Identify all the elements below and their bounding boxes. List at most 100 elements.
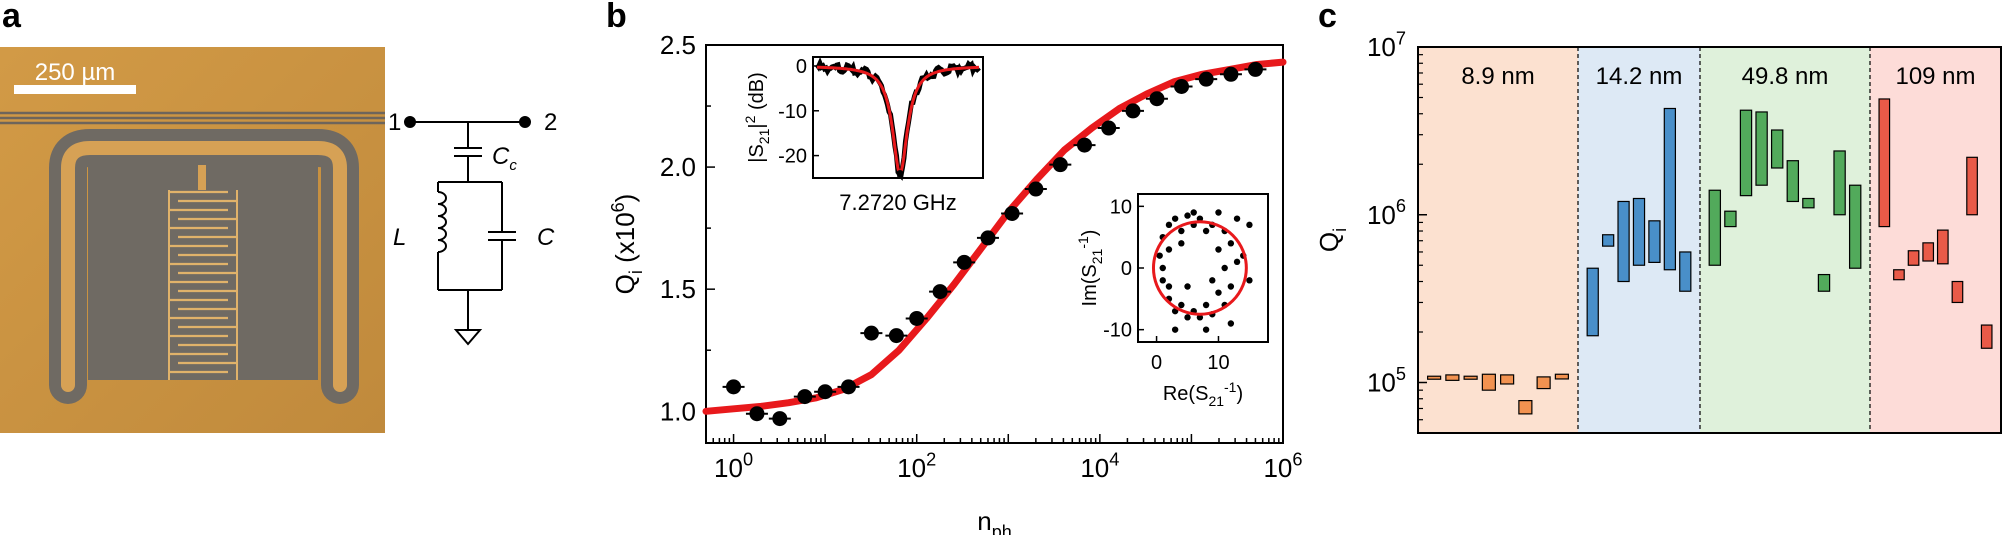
data-point <box>863 325 879 341</box>
data-point <box>980 230 996 246</box>
range-bar <box>1679 251 1692 292</box>
range-bar <box>1554 373 1569 380</box>
range-bar <box>1708 189 1722 266</box>
interdigitated-capacitor <box>168 190 238 380</box>
qi-by-thickness-plot: 8.9 nm 14.2 nm 49.8 nm 109 nm 105 106 107 Qi <box>1314 28 2002 434</box>
y-axis-label: Qi (x106) <box>608 194 646 295</box>
y-tick-label: -10 <box>778 101 807 123</box>
group-label: 14.2 nm <box>1596 63 1683 90</box>
range-bar <box>1907 250 1920 266</box>
range-bar <box>1648 220 1661 263</box>
inset-data-point <box>1184 212 1191 219</box>
inset-data-point <box>1178 240 1185 247</box>
y-tick-label: 105 <box>1367 364 1406 398</box>
inset-s21-plot: 0 -10 -20 7.2720 GHz |S21|2 (dB) <box>742 56 984 215</box>
y-axis-label: Im(S21-1) <box>1075 230 1105 307</box>
range-bar <box>1500 374 1515 385</box>
inset-data-point <box>1227 320 1235 327</box>
range-bar <box>1724 210 1737 228</box>
inset-data-point <box>1202 301 1210 309</box>
inset-data-point <box>1215 209 1222 216</box>
inset-data-point <box>1233 215 1241 222</box>
data-point <box>841 379 857 395</box>
circuit-schematic <box>404 116 531 346</box>
inset-circle-plot: 0 10 10 0 -10 Re(S21-1) Im(S21-1) <box>1075 193 1269 409</box>
range-bar <box>1922 242 1935 262</box>
range-bar <box>1833 150 1846 216</box>
inset-dip-point <box>896 170 904 178</box>
y-tick-label: 1.0 <box>660 396 696 426</box>
x-tick-label: 106 <box>1263 449 1302 483</box>
data-point <box>749 406 765 422</box>
micrograph: 250 µm <box>0 47 385 433</box>
range-bar <box>1586 267 1599 337</box>
y-tick-label: 1.5 <box>660 274 696 304</box>
data-point <box>817 384 833 400</box>
inset-data-point <box>1178 227 1185 235</box>
panel-b-label: b <box>606 0 627 35</box>
inset-data-point <box>1156 252 1163 259</box>
data-point <box>1247 61 1263 77</box>
inset-data-point <box>1196 215 1204 222</box>
data-point <box>1149 91 1165 107</box>
data-point <box>1223 66 1239 82</box>
y-tick-label: 107 <box>1367 28 1406 62</box>
inset-data-point <box>1184 283 1191 290</box>
x-tick-label: 102 <box>897 449 936 483</box>
group-label: 49.8 nm <box>1742 63 1829 90</box>
range-bar <box>1601 234 1615 247</box>
range-bar <box>1536 376 1551 390</box>
fit-circle <box>1151 220 1248 316</box>
node-2-label: 2 <box>544 109 557 136</box>
inset-data-point <box>1171 215 1179 222</box>
y-tick-label: -10 <box>1103 320 1132 342</box>
range-bar <box>1980 324 1993 349</box>
inset-data-point <box>1190 209 1197 216</box>
inset-data-point <box>1196 314 1204 321</box>
inset-data-point <box>1159 277 1166 284</box>
inset-fit-trace <box>816 65 980 176</box>
x-tick-label: 100 <box>714 449 753 483</box>
range-bar <box>1848 184 1862 269</box>
inset-data-point <box>1227 240 1235 247</box>
y-axis-label: Qi <box>1314 228 1350 252</box>
y-tick-label: 10 <box>1110 196 1132 218</box>
inset-data-point <box>1215 246 1222 253</box>
data-point <box>772 411 788 427</box>
range-bar <box>1893 269 1905 281</box>
data-point <box>797 389 813 405</box>
range-bar <box>1817 273 1831 292</box>
y-tick-label: -20 <box>778 146 807 168</box>
data-point <box>1028 181 1044 197</box>
range-bar <box>1481 373 1496 391</box>
data-point <box>1004 205 1020 221</box>
inset-data-point <box>1159 264 1166 272</box>
range-bar <box>1617 200 1630 283</box>
data-point <box>932 284 948 300</box>
inset-data-point <box>1184 314 1191 321</box>
plot-frame <box>1417 46 2002 434</box>
range-bar <box>1966 156 1978 216</box>
inset-data-point <box>1202 326 1210 333</box>
x-tick-label: 104 <box>1080 449 1119 483</box>
data-point <box>956 254 972 270</box>
data-point <box>1174 79 1190 95</box>
range-bar <box>1770 129 1784 169</box>
panel-a-figure: 250 µm 1 2 Cc L C <box>0 47 557 433</box>
coupling-cap-label: Cc <box>492 143 517 174</box>
group-label: 109 nm <box>1895 63 1975 90</box>
x-axis-label: nph <box>977 506 1012 535</box>
panel-c-label: c <box>1318 0 1337 35</box>
data-point <box>888 328 904 344</box>
y-tick-label: 2.5 <box>660 30 696 60</box>
group-label: 8.9 nm <box>1461 63 1534 90</box>
node-1-label: 1 <box>388 109 401 136</box>
group-background <box>1870 47 2001 433</box>
inset-data-point <box>1246 277 1253 284</box>
range-bar <box>1936 229 1949 265</box>
capacitor-label: C <box>537 224 555 251</box>
inset-data-point <box>1165 221 1173 229</box>
range-bar <box>1663 107 1677 271</box>
